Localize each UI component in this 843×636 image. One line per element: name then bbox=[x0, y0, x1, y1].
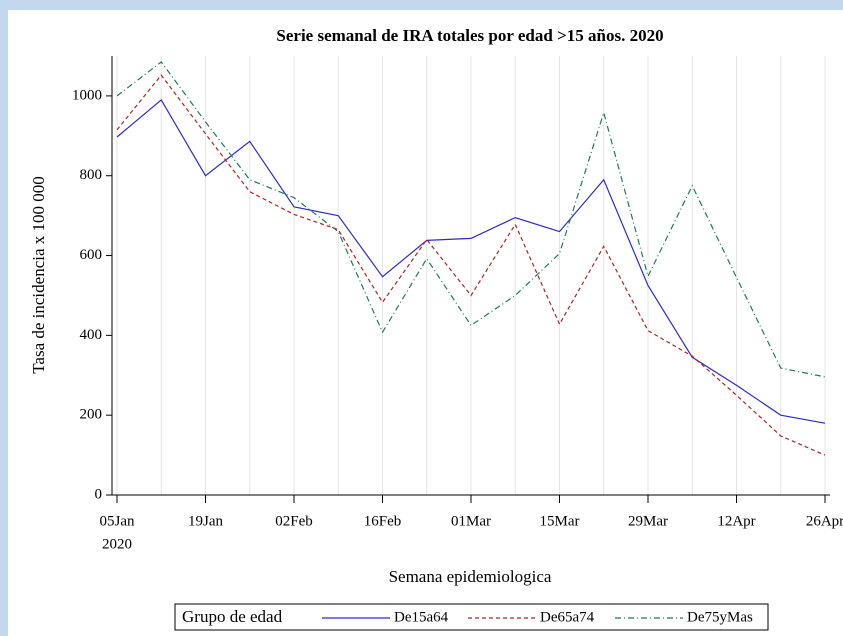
series-line bbox=[116, 61, 826, 378]
chart-title: Serie semanal de IRA totales por edad >1… bbox=[276, 26, 663, 45]
x-tick-label: 29Mar bbox=[628, 513, 668, 529]
y-tick-label: 200 bbox=[80, 407, 103, 423]
y-tick-label: 600 bbox=[80, 247, 103, 263]
x-year-label: 2020 bbox=[102, 536, 132, 552]
x-tick-label: 01Mar bbox=[451, 513, 491, 529]
y-tick-label: 0 bbox=[95, 486, 103, 502]
x-tick-label: 02Feb bbox=[275, 513, 313, 529]
legend-title: Grupo de edad bbox=[182, 607, 283, 626]
x-tick-label: 15Mar bbox=[540, 513, 580, 529]
x-tick-label: 26Apr bbox=[806, 513, 843, 529]
series-line bbox=[116, 98, 826, 424]
x-tick-label: 05Jan bbox=[100, 513, 135, 529]
legend-label: De15a64 bbox=[394, 609, 449, 625]
series-line bbox=[116, 74, 826, 456]
y-tick-label: 800 bbox=[80, 167, 103, 183]
panel bbox=[8, 10, 843, 636]
x-tick-label: 19Jan bbox=[188, 513, 223, 529]
legend-label: De65a74 bbox=[540, 609, 595, 625]
x-axis-label: Semana epidemiologica bbox=[389, 567, 552, 586]
y-tick-label: 400 bbox=[80, 327, 103, 343]
legend-label: De75yMas bbox=[687, 609, 753, 625]
x-tick-label: 16Feb bbox=[364, 513, 402, 529]
x-tick-label: 12Apr bbox=[717, 513, 755, 529]
y-axis-label: Tasa de incidencia x 100 000 bbox=[29, 176, 48, 374]
legend-box bbox=[174, 603, 769, 631]
y-tick-label: 1000 bbox=[72, 87, 102, 103]
